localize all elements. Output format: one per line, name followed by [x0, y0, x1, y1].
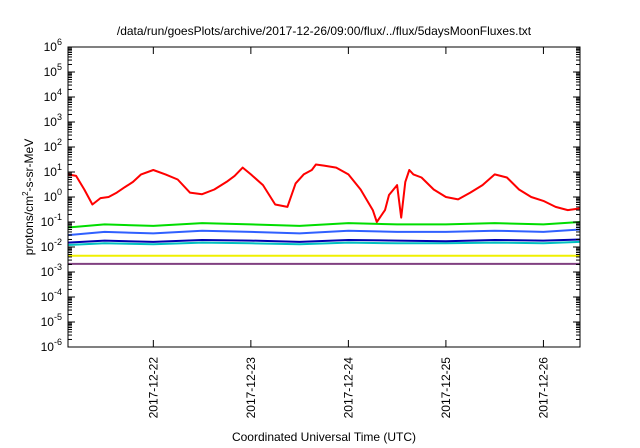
x-axis-tick-labels: 2017-12-22 2017-12-23 2017-12-24 2017-12-25…	[146, 357, 550, 419]
y-axis-tick-labels: 10-6 10-5 10-4 10-3 10-2 10-1 100 101 102 103 104 1…	[41, 37, 62, 354]
series-line-0	[67, 163, 581, 223]
series-line-3	[67, 228, 581, 237]
x-tick-label: 2017-12-25	[439, 357, 453, 419]
y-tick-label: 104	[44, 87, 62, 104]
y-axis-label-superscript: 2	[21, 191, 30, 196]
x-tick-label: 2017-12-26	[536, 357, 550, 419]
y-tick-label: 10-1	[41, 212, 62, 229]
y-axis-ticks	[68, 46, 580, 348]
y-tick-label: 10-6	[41, 337, 62, 354]
series-layer	[67, 163, 581, 265]
x-axis-label: Coordinated Universal Time (UTC)	[232, 430, 416, 444]
y-axis-label-prefix: protons/cm	[22, 196, 36, 255]
x-axis-ticks	[152, 47, 544, 347]
y-tick-label: 10-3	[41, 262, 62, 279]
y-tick-label: 103	[44, 112, 62, 129]
series-line-1	[67, 221, 581, 229]
y-tick-label: 10-4	[41, 287, 62, 304]
y-tick-label: 100	[44, 187, 62, 204]
chart-title: /data/run/goesPlots/archive/2017-12-26/0…	[117, 24, 532, 38]
series-line-4	[67, 238, 581, 244]
x-tick-label: 2017-12-22	[146, 357, 160, 419]
y-axis-label-suffix: -s-sr-MeV	[22, 139, 36, 192]
y-tick-label: 102	[44, 137, 62, 154]
y-tick-label: 10-2	[41, 237, 62, 254]
y-tick-label: 106	[44, 37, 62, 54]
x-tick-label: 2017-12-23	[244, 357, 258, 419]
y-tick-label: 105	[44, 62, 62, 79]
x-tick-label: 2017-12-24	[341, 357, 355, 419]
y-tick-label: 101	[44, 162, 62, 179]
y-axis-label: protons/cm2-s-sr-MeV	[21, 139, 36, 255]
y-tick-label: 10-5	[41, 312, 62, 329]
series-line-2	[67, 240, 581, 246]
plot-frame	[67, 46, 581, 348]
